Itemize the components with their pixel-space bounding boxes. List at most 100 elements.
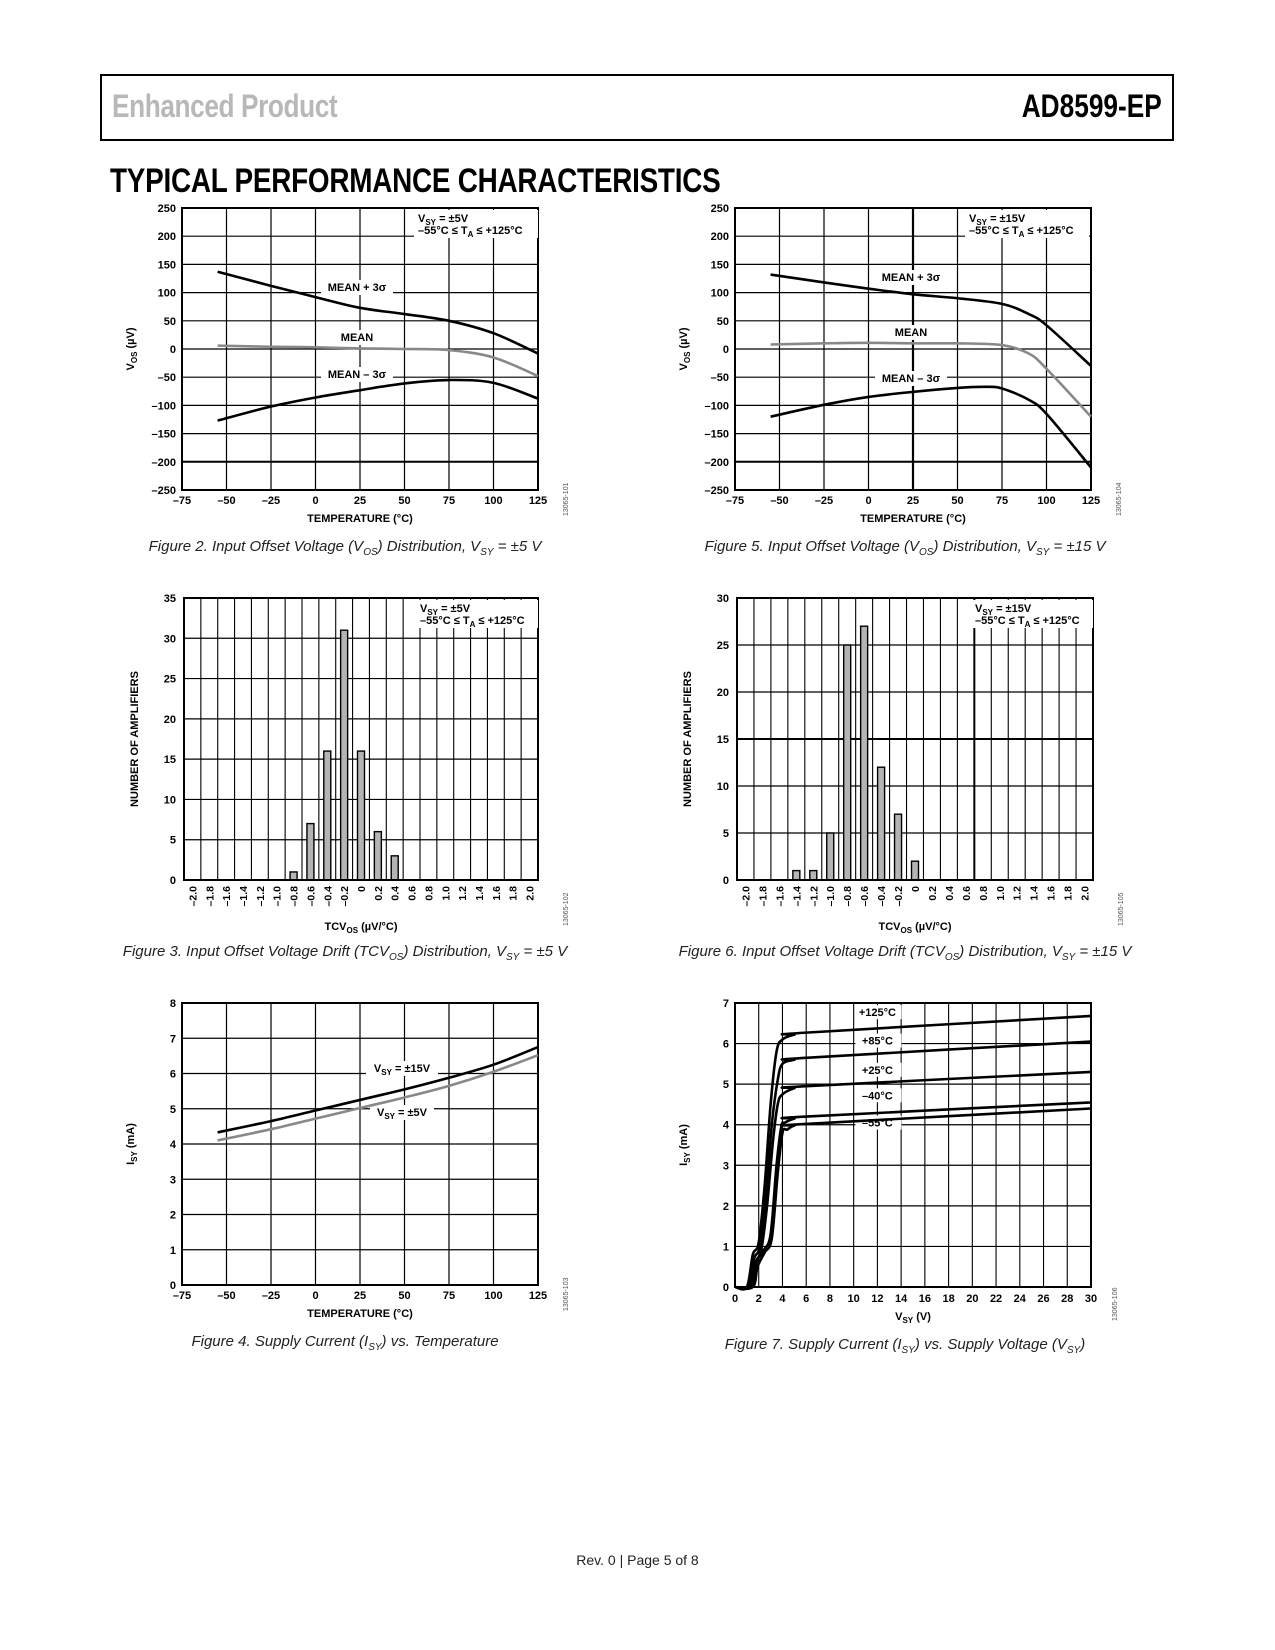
histogram-bar xyxy=(339,629,349,881)
y-tick-label: 6 xyxy=(170,1069,176,1081)
series-label-background xyxy=(366,1061,438,1076)
y-tick-label: 0 xyxy=(170,1280,176,1292)
y-tick-label: 150 xyxy=(158,259,176,271)
figure-4-chart: –75 –50 –25 0 25 50 75 100 125 8 7 6 5 4 3 2 1 0 VSY = ±15… xyxy=(110,995,580,1330)
x-tick-label: 75 xyxy=(443,495,455,507)
y-tick-label: 200 xyxy=(711,231,729,243)
figure-6-caption: Figure 6. Input Offset Voltage Drift (TC… xyxy=(678,943,1132,963)
y-tick-label: 250 xyxy=(158,203,176,215)
y-tick-label: 5 xyxy=(170,1104,176,1116)
annotation-background xyxy=(965,210,1089,238)
series-label: MEAN xyxy=(895,327,927,339)
x-tick-label: –50 xyxy=(217,1290,235,1302)
figure-id-code: 13065-105 xyxy=(1118,892,1125,926)
y-tick-label: 6 xyxy=(723,1039,729,1051)
x-tick-label: –1.8 xyxy=(757,886,769,907)
x-tick-label: 10 xyxy=(848,1293,860,1305)
x-tick-label: 0 xyxy=(732,1293,738,1305)
x-tick-label: 0 xyxy=(356,886,368,892)
y-tick-label: 4 xyxy=(170,1139,177,1151)
figure-3-caption: Figure 3. Input Offset Voltage Drift (TC… xyxy=(122,943,568,963)
y-tick-label: 25 xyxy=(164,674,176,686)
y-tick-label: 7 xyxy=(723,998,729,1010)
series-label: +85°C xyxy=(862,1036,893,1048)
figure-4-caption: Figure 4. Supply Current (ISY) vs. Tempe… xyxy=(191,1333,499,1353)
x-tick-label: 28 xyxy=(1061,1293,1073,1305)
series-label: –55°C xyxy=(862,1118,893,1130)
histogram-bar xyxy=(323,750,332,881)
x-tick-label: –2.0 xyxy=(187,886,199,907)
annotation-background xyxy=(971,600,1093,628)
histogram-bar xyxy=(842,644,852,881)
x-tick-label: 12 xyxy=(871,1293,883,1305)
x-tick-label: 0.4 xyxy=(390,886,402,901)
y-tick-label: 25 xyxy=(717,640,729,652)
x-tick-label: 125 xyxy=(1082,495,1100,507)
figure-2-chart: –75 –50 –25 0 25 50 75 100 125 250 200 150 100 50 0 –50… xyxy=(110,200,580,535)
x-tick-label: –75 xyxy=(173,495,191,507)
series-label: MEAN – 3σ xyxy=(328,369,387,381)
series-line-3 xyxy=(217,378,539,422)
figure-5-caption: Figure 5. Input Offset Voltage (VOS) Dis… xyxy=(704,538,1106,558)
x-tick-label: 16 xyxy=(919,1293,931,1305)
histogram-bar xyxy=(373,830,383,881)
x-tick-label: 0.6 xyxy=(961,886,973,901)
series-line-2 xyxy=(770,341,1092,418)
x-tick-label: 2 xyxy=(756,1293,762,1305)
y-tick-label: 150 xyxy=(711,259,729,271)
figure-5-chart: –75 –50 –25 0 25 50 75 100 125 250 200 150 100 50 0 –50… xyxy=(663,200,1133,535)
x-tick-label: 0 xyxy=(910,886,922,892)
x-tick-label: –75 xyxy=(726,495,744,507)
x-tick-label: 25 xyxy=(354,495,366,507)
x-tick-label: 125 xyxy=(529,1290,547,1302)
y-tick-label: 15 xyxy=(717,734,729,746)
y-tick-label: 2 xyxy=(723,1201,729,1213)
x-tick-label: –25 xyxy=(262,1290,280,1302)
series-label-background xyxy=(335,330,379,345)
x-axis-label: VSY (V) xyxy=(895,1311,931,1325)
section-title: TYPICAL PERFORMANCE CHARACTERISTICS xyxy=(110,162,721,200)
y-tick-label: –250 xyxy=(705,485,729,497)
x-tick-label: –1.2 xyxy=(808,886,820,907)
y-tick-label: 4 xyxy=(723,1120,730,1132)
x-tick-label: 50 xyxy=(398,1290,410,1302)
y-tick-label: 1 xyxy=(170,1245,176,1257)
x-tick-label: 6 xyxy=(803,1293,809,1305)
figure-id-code: 13065-104 xyxy=(1116,482,1123,516)
figure-7-caption: Figure 7. Supply Current (ISY) vs. Suppl… xyxy=(724,1336,1086,1356)
x-tick-label: –1.4 xyxy=(791,886,803,907)
y-axis-label: ISY (mA) xyxy=(125,1123,139,1165)
x-axis-label: TEMPERATURE (°C) xyxy=(860,513,966,525)
x-tick-label: 100 xyxy=(484,495,502,507)
series-line-2 xyxy=(217,344,539,378)
histogram-bar xyxy=(910,860,920,881)
series-label-background xyxy=(321,280,393,295)
x-tick-label: 25 xyxy=(354,1290,366,1302)
annotation-temp-range: –55°C ≤ TA ≤ +125°C xyxy=(420,615,525,629)
x-tick-label: 20 xyxy=(966,1293,978,1305)
y-tick-label: 0 xyxy=(170,344,176,356)
y-tick-label: 5 xyxy=(723,1079,729,1091)
histogram-bar xyxy=(859,625,869,881)
y-tick-label: 250 xyxy=(711,203,729,215)
x-tick-label: 0.2 xyxy=(373,886,385,901)
x-tick-label: 0 xyxy=(865,495,871,507)
y-tick-label: –100 xyxy=(152,400,176,412)
y-tick-label: 5 xyxy=(723,828,729,840)
series-line-1 xyxy=(770,273,1092,367)
series-line-3 xyxy=(770,385,1093,469)
y-tick-label: 5 xyxy=(170,835,176,847)
series-label-background xyxy=(855,1033,902,1048)
y-tick-label: –50 xyxy=(711,372,729,384)
x-tick-label: –0.4 xyxy=(876,886,888,907)
figure-6-chart: 30 25 20 15 10 5 0 –2.0 –1.8 –1.6 –1.4 –1.2 –1.0 –0.8… xyxy=(663,590,1133,935)
plot-frame xyxy=(181,1002,539,1286)
x-tick-label: –0.6 xyxy=(305,886,317,907)
annotation-background xyxy=(416,600,538,628)
x-tick-label: 75 xyxy=(443,1290,455,1302)
figure-id-code: 13065-102 xyxy=(563,892,570,926)
y-tick-label: 0 xyxy=(723,1282,729,1294)
series-label: –40°C xyxy=(862,1090,893,1102)
series-label: +125°C xyxy=(859,1007,896,1019)
y-tick-label: 3 xyxy=(723,1160,729,1172)
